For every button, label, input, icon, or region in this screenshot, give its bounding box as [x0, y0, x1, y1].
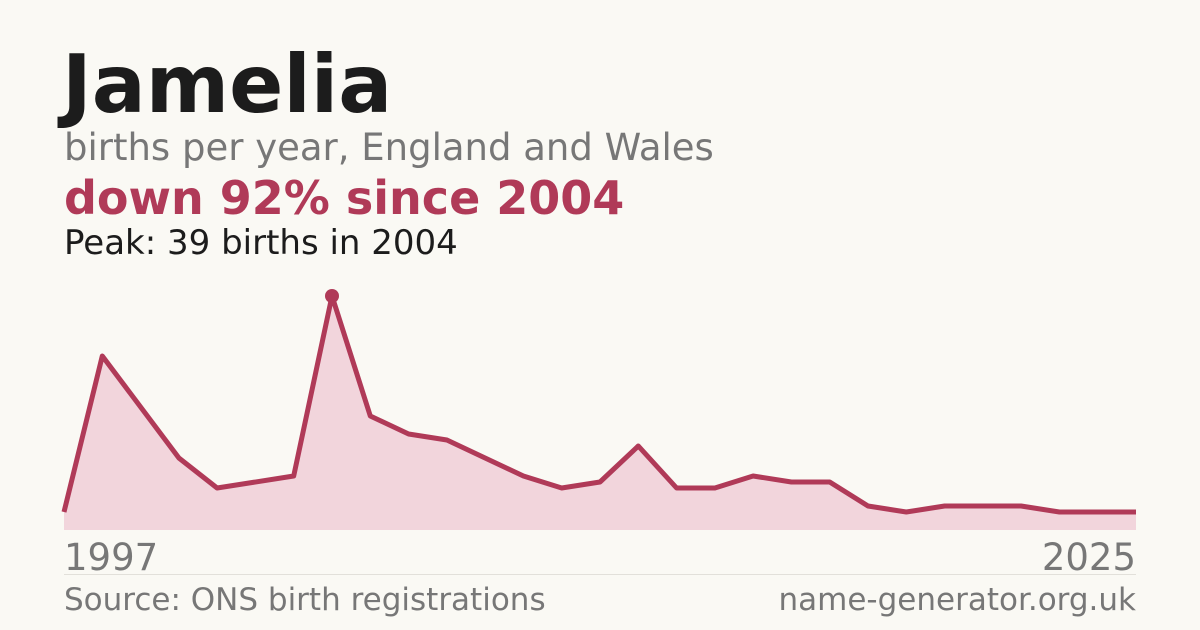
- peak-marker: [325, 289, 339, 303]
- site: name-generator.org.uk: [779, 582, 1137, 618]
- area: [64, 296, 1136, 530]
- line: [61, 293, 1136, 515]
- source: Source: ONS birth registrations: [64, 582, 546, 618]
- headline: down 92% since 2004: [64, 171, 624, 225]
- x-tick-label: 2025: [1042, 536, 1136, 579]
- subtitle: births per year, England and Wales: [64, 126, 714, 169]
- chart-title: Jamelia: [57, 38, 392, 131]
- x-tick-label: 1997: [64, 536, 158, 579]
- annotation: Peak: 39 births in 2004: [64, 223, 458, 263]
